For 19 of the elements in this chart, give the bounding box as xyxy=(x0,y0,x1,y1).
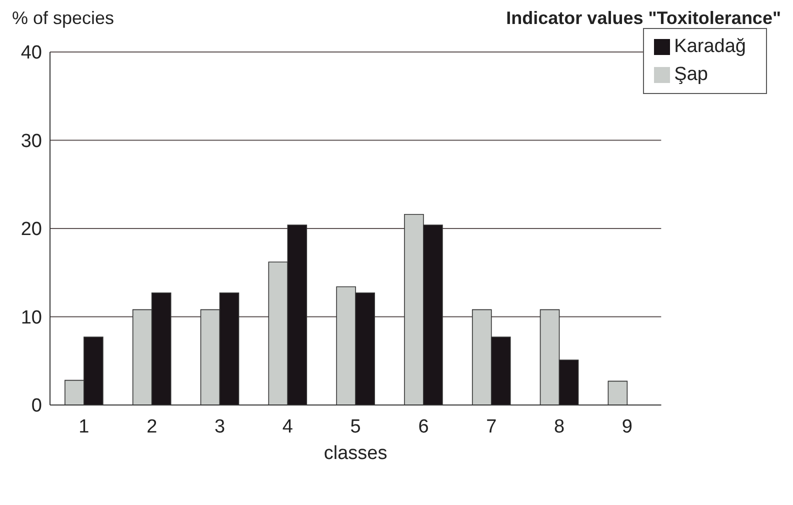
y-tick-label: 0 xyxy=(31,396,42,417)
x-axis-title: classes xyxy=(324,443,388,464)
y-tick-label: 20 xyxy=(20,219,42,240)
y-axis-title: % of species xyxy=(12,8,114,29)
x-tick-label: 4 xyxy=(282,416,294,438)
x-tick-label: 7 xyxy=(486,416,497,438)
x-tick-label: 5 xyxy=(350,416,361,438)
y-tick-label: 10 xyxy=(20,307,42,328)
x-tick-label: 1 xyxy=(78,416,90,438)
x-tick-label: 8 xyxy=(554,416,565,438)
x-tick-label: 6 xyxy=(418,416,429,438)
x-tick-label: 9 xyxy=(622,416,632,438)
y-tick-label: 40 xyxy=(20,42,42,64)
y-tick-label: 30 xyxy=(20,130,42,152)
chart-title: Indicator values "Toxitolerance" xyxy=(506,8,781,29)
legend-label: Şap xyxy=(674,64,708,85)
x-tick-label: 3 xyxy=(214,416,226,438)
legend-label: Karadağ xyxy=(674,36,746,57)
x-tick-label: 2 xyxy=(146,416,158,438)
